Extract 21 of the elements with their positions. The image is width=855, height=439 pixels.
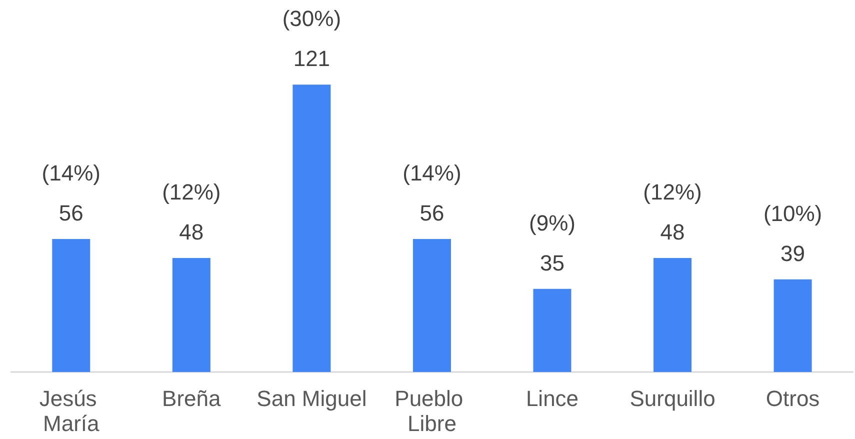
bar	[412, 239, 451, 372]
bar	[52, 239, 90, 372]
data-label: (9%) 35	[529, 210, 576, 276]
bar	[654, 258, 692, 372]
bar	[172, 258, 210, 372]
x-tick-label: Otros	[766, 386, 820, 411]
bar	[292, 84, 331, 372]
x-tick-label: San Miguel	[256, 386, 367, 411]
x-tick-label: Surquillo	[630, 386, 716, 411]
data-label: (12%) 48	[162, 180, 221, 245]
bar	[774, 279, 812, 372]
data-label: (10%) 39	[763, 200, 822, 266]
x-tick-label: Jesús María	[39, 386, 103, 436]
data-label: (12%) 48	[643, 180, 702, 245]
data-label: (14%) 56	[402, 160, 462, 226]
data-label: (30%) 121	[282, 6, 342, 72]
data-label: (14%) 56	[42, 160, 100, 226]
x-tick-label: Breña	[162, 386, 222, 411]
bar	[533, 288, 572, 372]
x-tick-label: Pueblo Libre	[394, 386, 470, 436]
x-tick-label: Lince	[526, 386, 579, 411]
